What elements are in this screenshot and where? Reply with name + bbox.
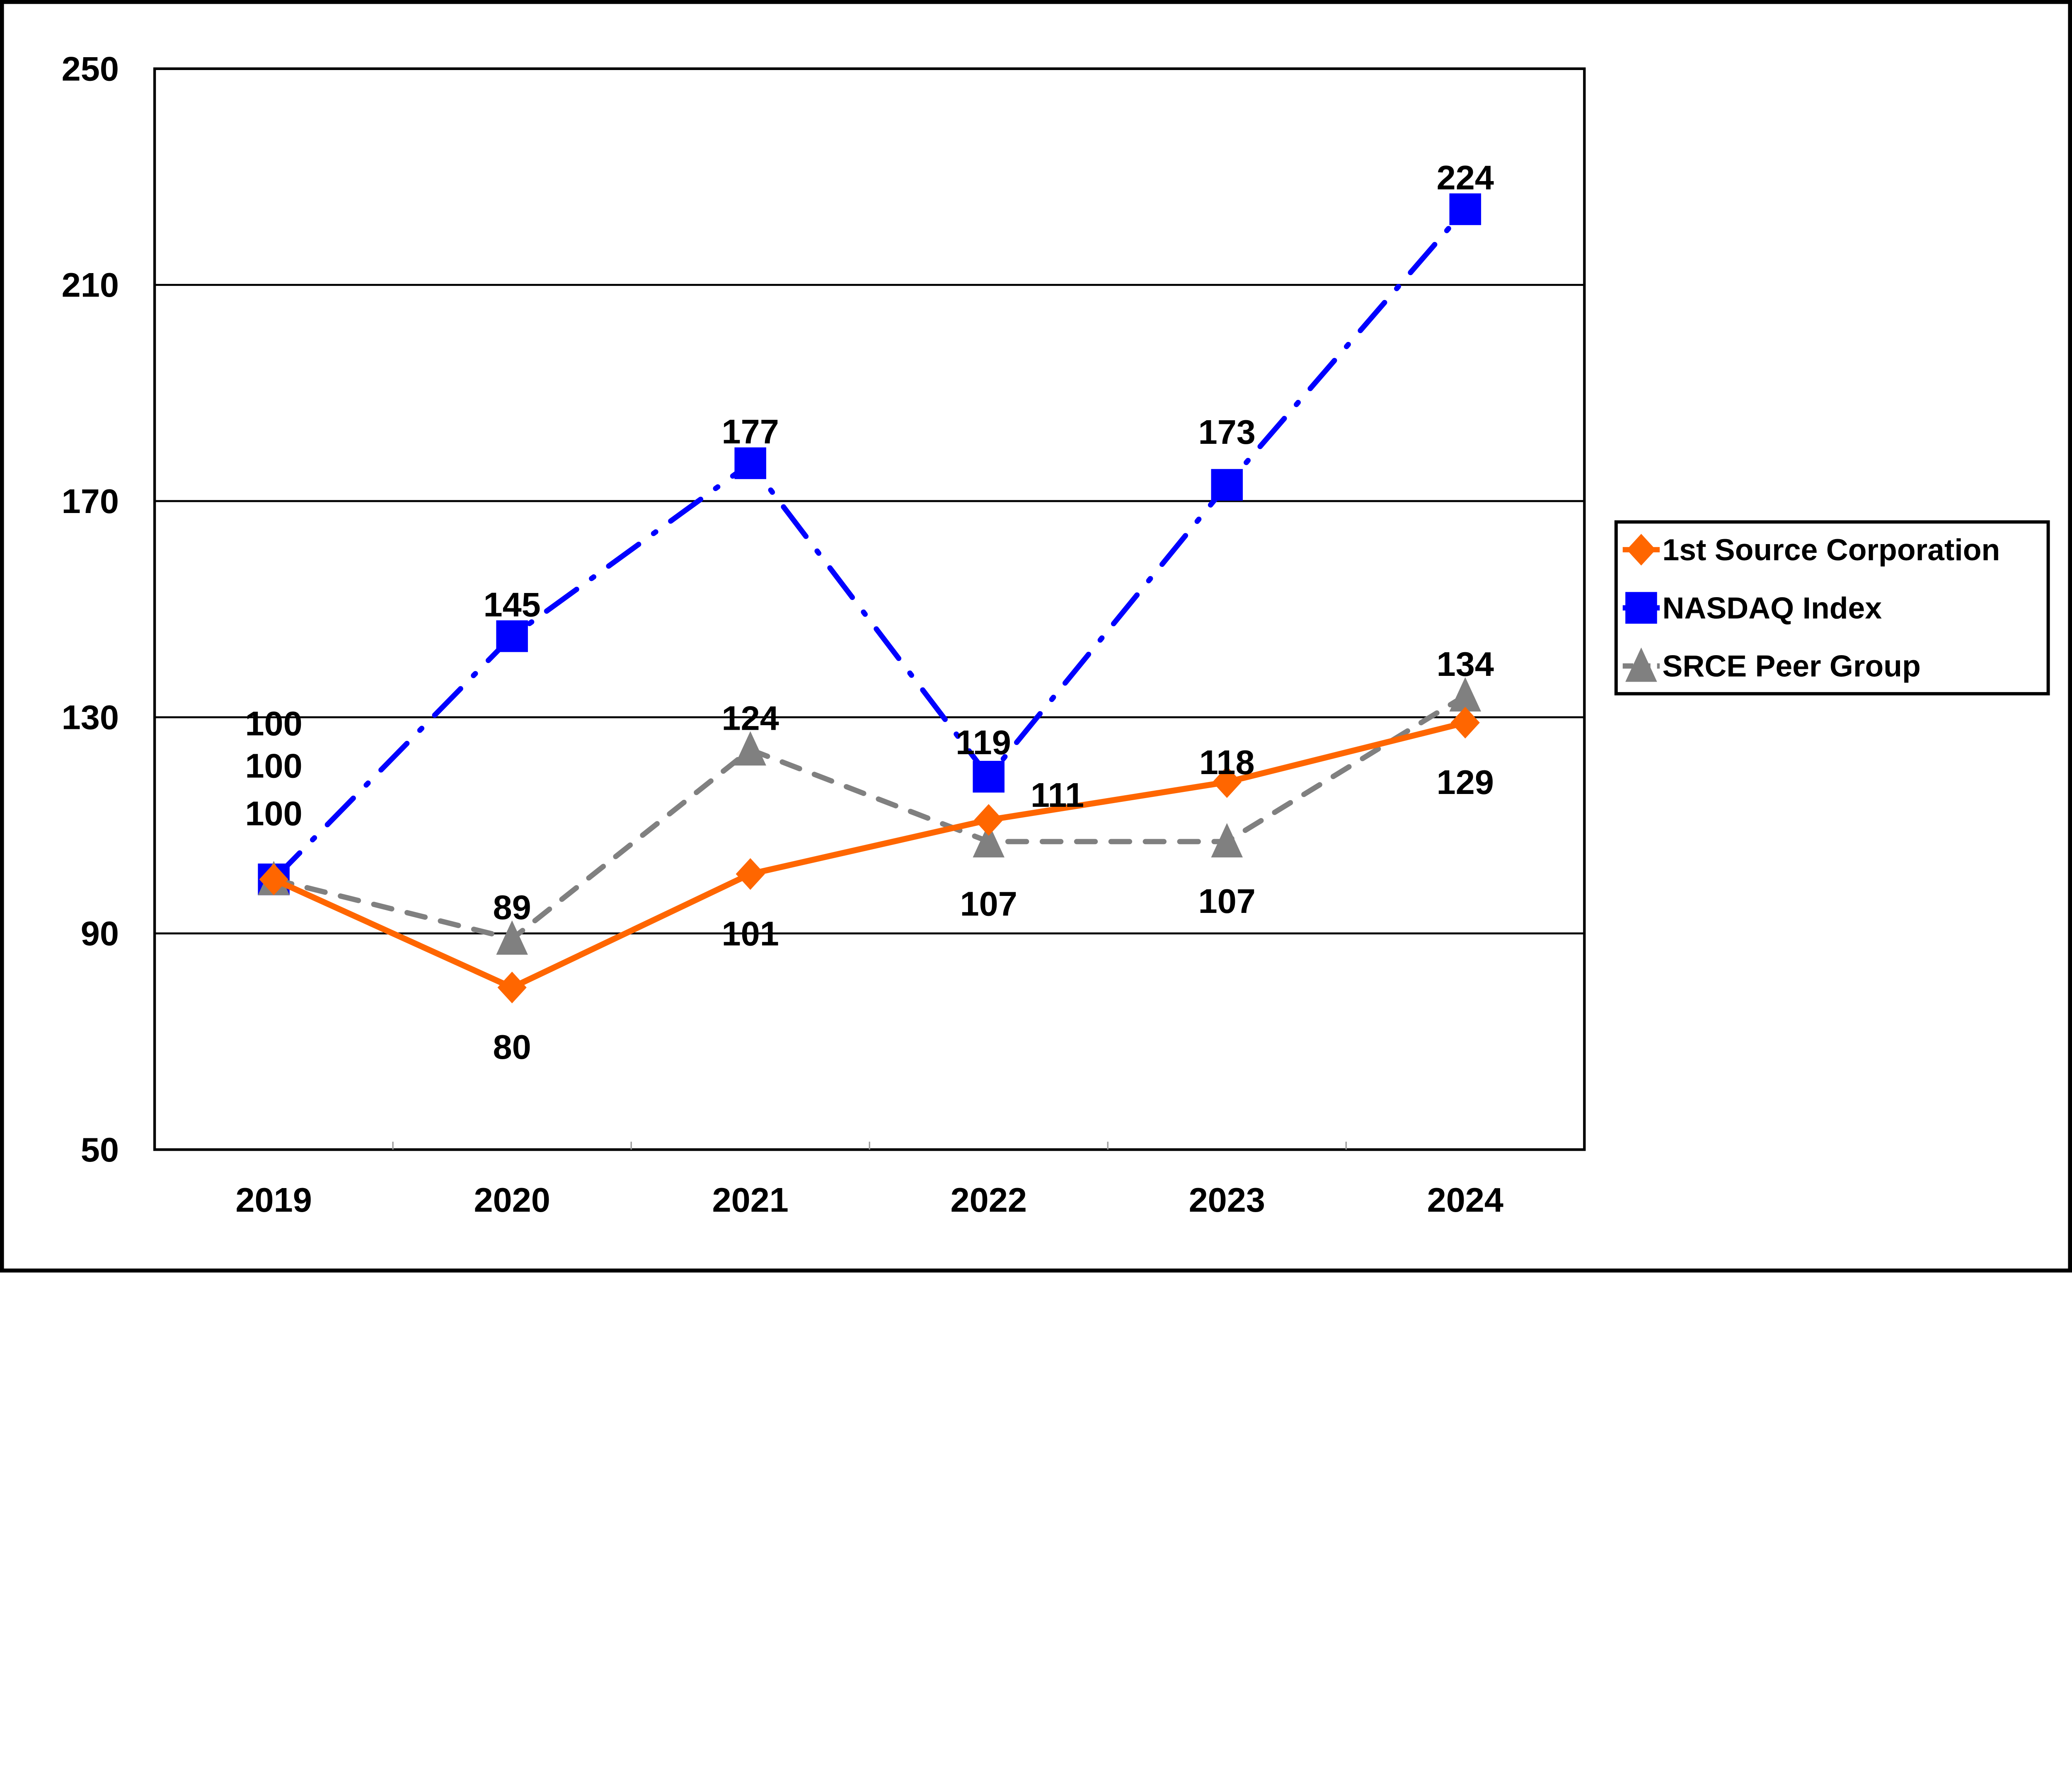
data-label: 145 [483,585,540,624]
triangle-marker [1449,677,1481,712]
y-tick-label: 130 [62,698,119,737]
data-label: 177 [722,412,779,451]
square-marker [734,447,766,479]
data-label: 100 [245,704,302,743]
x-tick-label: 2022 [951,1181,1027,1219]
data-label: 107 [960,884,1017,923]
y-tick-label: 250 [62,50,119,88]
series-srce-peer-group [258,677,1481,955]
square-marker [973,761,1005,793]
data-label: 129 [1437,763,1494,801]
diamond-marker [259,863,288,896]
x-tick-label: 2024 [1427,1181,1503,1219]
x-tick-label: 2019 [235,1181,312,1219]
triangle-marker [1211,823,1243,858]
diamond-marker [736,858,765,890]
line-chart: 50 90 130 170 210 250 2019 2020 2021 2022 2023 202… [0,0,2072,1273]
data-label: 119 [956,723,1011,762]
square-marker [1211,469,1243,501]
legend: 1st Source Corporation NASDAQ Index SRCE P… [1614,520,2050,696]
y-tick-label: 170 [62,482,119,520]
diamond-marker [1450,707,1480,739]
data-label: 107 [1198,882,1256,920]
series-line [271,719,1468,991]
legend-diamond-icon [1627,534,1656,566]
series-line [271,693,1468,942]
y-tick-label: 90 [81,914,119,953]
data-label: 80 [493,1028,531,1066]
square-marker [496,620,528,652]
data-label: 173 [1198,413,1256,451]
data-label: 124 [722,699,779,737]
x-tick-label: 2020 [474,1181,550,1219]
series-nasdaq-index [258,193,1481,896]
data-label: 118 [1199,743,1255,782]
legend-square-icon [1625,592,1657,624]
legend-triangle-icon [1625,647,1657,682]
square-marker [1449,193,1481,225]
data-label: 101 [722,914,779,953]
legend-label: 1st Source Corporation [1662,533,2000,567]
data-label: 100 [245,747,302,785]
legend-item: SRCE Peer Group [1622,647,1921,683]
triangle-marker [496,920,528,955]
series-line [271,206,1468,882]
legend-item: NASDAQ Index [1622,591,1882,625]
legend-label: SRCE Peer Group [1662,649,1920,683]
data-label: 89 [493,888,531,927]
x-tick-label: 2021 [712,1181,788,1219]
data-label: 100 [245,794,302,833]
data-label: 134 [1437,645,1494,683]
legend-label: NASDAQ Index [1662,591,1882,625]
legend-item: 1st Source Corporation [1622,533,2000,567]
data-label: 111 [1031,776,1084,814]
triangle-marker [973,823,1005,858]
data-label: 224 [1437,158,1494,197]
y-tick-label: 50 [81,1130,119,1169]
triangle-marker [734,731,766,766]
y-tick-label: 210 [62,266,119,304]
legend-box [1614,520,2050,696]
x-tick-label: 2023 [1189,1181,1265,1219]
